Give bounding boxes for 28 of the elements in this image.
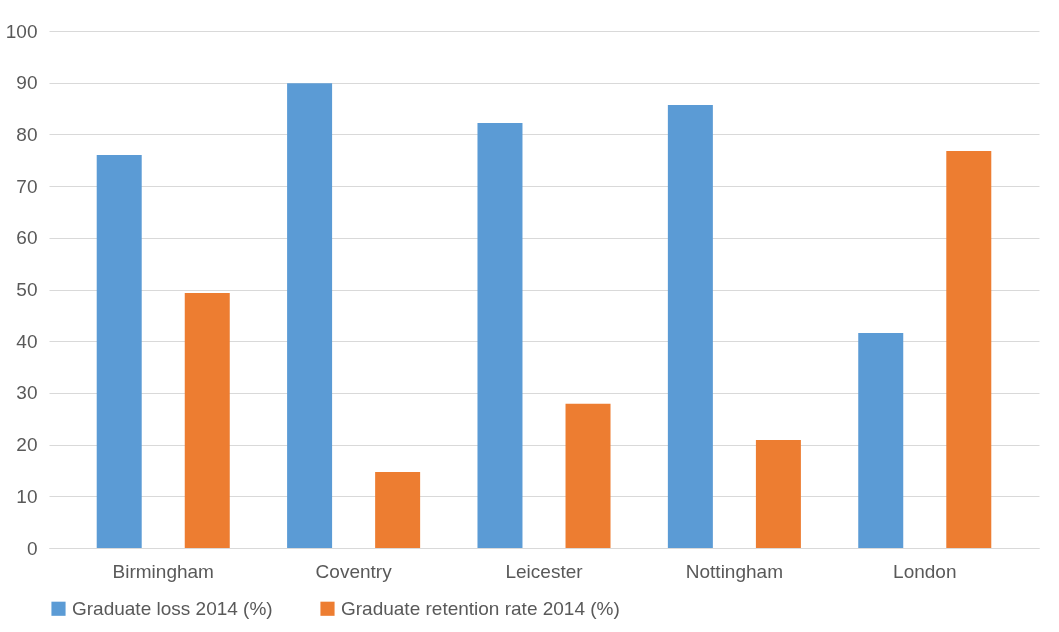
bar — [667, 104, 713, 548]
bar — [184, 293, 230, 548]
y-tick-label: 10 — [16, 485, 38, 507]
x-tick-label: London — [893, 560, 957, 582]
bar — [946, 150, 992, 548]
y-tick-label: 40 — [16, 330, 38, 352]
x-tick-label: Coventry — [315, 560, 393, 582]
y-tick-label: 60 — [16, 227, 38, 249]
bar — [287, 83, 333, 548]
bar — [477, 123, 523, 548]
x-tick-label: Nottingham — [685, 560, 783, 582]
x-tick-label: Birmingham — [112, 560, 214, 582]
y-tick-label: 30 — [16, 382, 38, 404]
y-tick-label: 20 — [16, 434, 38, 456]
x-tick-label: Leicester — [505, 560, 584, 582]
y-tick-label: 50 — [16, 279, 38, 300]
legend-label: Graduate retention rate 2014 (%) — [341, 597, 620, 619]
bar — [565, 403, 611, 548]
bar — [755, 439, 801, 548]
y-tick-label: 100 — [5, 20, 38, 42]
legend-label: Graduate loss 2014 (%) — [72, 597, 273, 619]
bar — [375, 472, 421, 548]
y-tick-label: 80 — [16, 123, 38, 145]
y-tick-label: 90 — [16, 72, 38, 94]
bar — [96, 155, 142, 548]
y-tick-label: 0 — [26, 537, 38, 559]
bar — [858, 332, 904, 548]
y-tick-label: 70 — [16, 175, 38, 197]
